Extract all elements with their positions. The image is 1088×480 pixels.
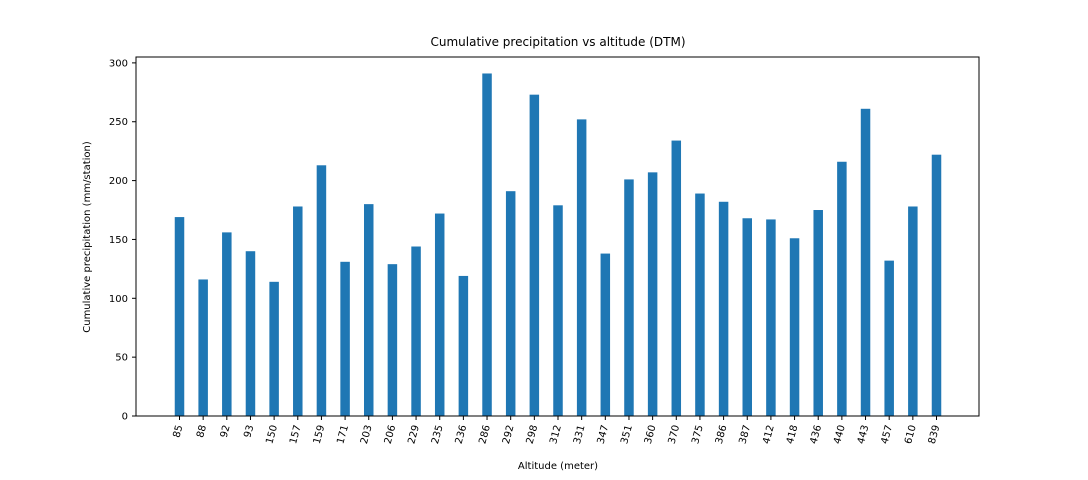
y-axis-ticks: 0 50 100 150 200 250 300 — [109, 58, 136, 423]
y-tick-label: 50 — [115, 353, 128, 364]
x-tick-label: 387 — [738, 424, 754, 445]
x-tick-label: 286 — [477, 424, 493, 445]
bar — [364, 204, 374, 416]
bar — [813, 210, 823, 416]
bars — [174, 73, 942, 417]
bar — [837, 161, 847, 416]
x-tick-label: 386 — [714, 424, 730, 445]
x-tick-label: 412 — [761, 424, 777, 445]
x-tick-label: 85 — [171, 424, 185, 439]
bar — [884, 260, 894, 416]
bar — [529, 94, 540, 416]
x-tick-label: 235 — [430, 424, 446, 445]
x-axis-ticks: 85 88 92 93 150 157 159 171 203 206 229 235 236 286 29… — [171, 416, 942, 445]
x-tick-label: 375 — [690, 424, 706, 445]
x-tick-label: 440 — [832, 424, 848, 445]
x-tick-label: 229 — [406, 424, 422, 445]
bar — [647, 172, 658, 416]
x-tick-label: 298 — [525, 424, 541, 445]
bar — [269, 281, 279, 416]
bar — [624, 179, 634, 416]
bar — [553, 205, 563, 416]
bar — [766, 219, 776, 416]
y-tick-label: 150 — [109, 235, 128, 246]
x-tick-label: 457 — [880, 424, 896, 445]
bar — [742, 218, 752, 416]
y-tick-label: 200 — [109, 176, 128, 187]
x-tick-label: 93 — [242, 424, 256, 439]
bar — [860, 108, 871, 416]
bar — [718, 201, 729, 416]
bar — [931, 154, 942, 417]
bar — [293, 206, 303, 416]
x-tick-label: 370 — [667, 424, 683, 445]
x-axis-label: Altitude (meter) — [518, 461, 598, 472]
x-tick-label: 347 — [596, 424, 612, 445]
x-tick-label: 92 — [219, 424, 233, 439]
x-tick-label: 203 — [359, 424, 375, 445]
bar — [789, 238, 800, 416]
bar — [340, 261, 350, 416]
x-tick-label: 351 — [619, 424, 635, 445]
bar — [576, 119, 587, 416]
bar — [908, 206, 918, 416]
y-tick-label: 100 — [109, 294, 128, 305]
x-tick-label: 150 — [264, 424, 280, 445]
bar — [411, 246, 421, 416]
x-tick-label: 171 — [335, 424, 351, 445]
bar — [434, 213, 445, 416]
bar — [505, 191, 516, 416]
x-tick-label: 331 — [572, 424, 588, 445]
bar — [222, 232, 232, 416]
x-tick-label: 159 — [312, 424, 328, 445]
bar — [695, 193, 705, 416]
x-tick-label: 236 — [454, 424, 470, 445]
bar — [600, 253, 611, 416]
y-axis-label: Cumulative precipitation (mm/station) — [82, 141, 93, 333]
x-tick-label: 88 — [195, 424, 209, 439]
x-tick-label: 418 — [785, 424, 801, 445]
x-tick-label: 839 — [927, 424, 943, 445]
bar — [198, 279, 208, 416]
bar — [245, 251, 256, 416]
bar — [387, 264, 398, 416]
y-tick-label: 250 — [109, 117, 128, 128]
chart-title: Cumulative precipitation vs altitude (DT… — [430, 35, 685, 49]
x-tick-label: 436 — [809, 424, 825, 445]
x-tick-label: 360 — [643, 424, 659, 445]
x-tick-label: 292 — [501, 424, 517, 445]
bar — [316, 165, 327, 416]
bar — [174, 217, 185, 416]
bar — [671, 140, 682, 416]
x-tick-label: 443 — [856, 424, 872, 445]
x-tick-label: 312 — [548, 424, 564, 445]
bar — [482, 73, 492, 416]
y-tick-label: 300 — [109, 58, 128, 69]
x-tick-label: 157 — [288, 424, 304, 445]
bar — [458, 275, 469, 416]
plot-frame — [135, 56, 980, 417]
x-tick-label: 206 — [383, 424, 399, 445]
y-tick-label: 0 — [122, 412, 128, 423]
x-tick-label: 610 — [903, 424, 919, 445]
